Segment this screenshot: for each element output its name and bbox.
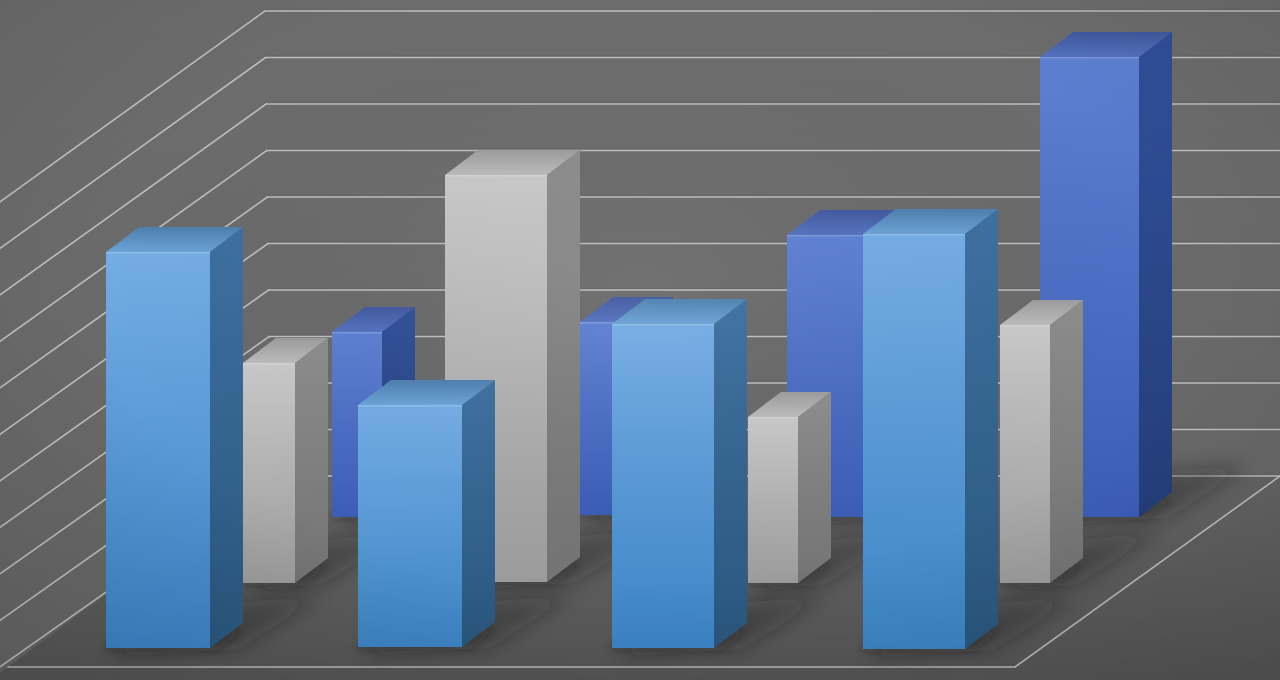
vignette-overlay xyxy=(0,0,1280,680)
bar-chart-3d-canvas xyxy=(0,0,1280,680)
chart-root xyxy=(0,0,1280,680)
